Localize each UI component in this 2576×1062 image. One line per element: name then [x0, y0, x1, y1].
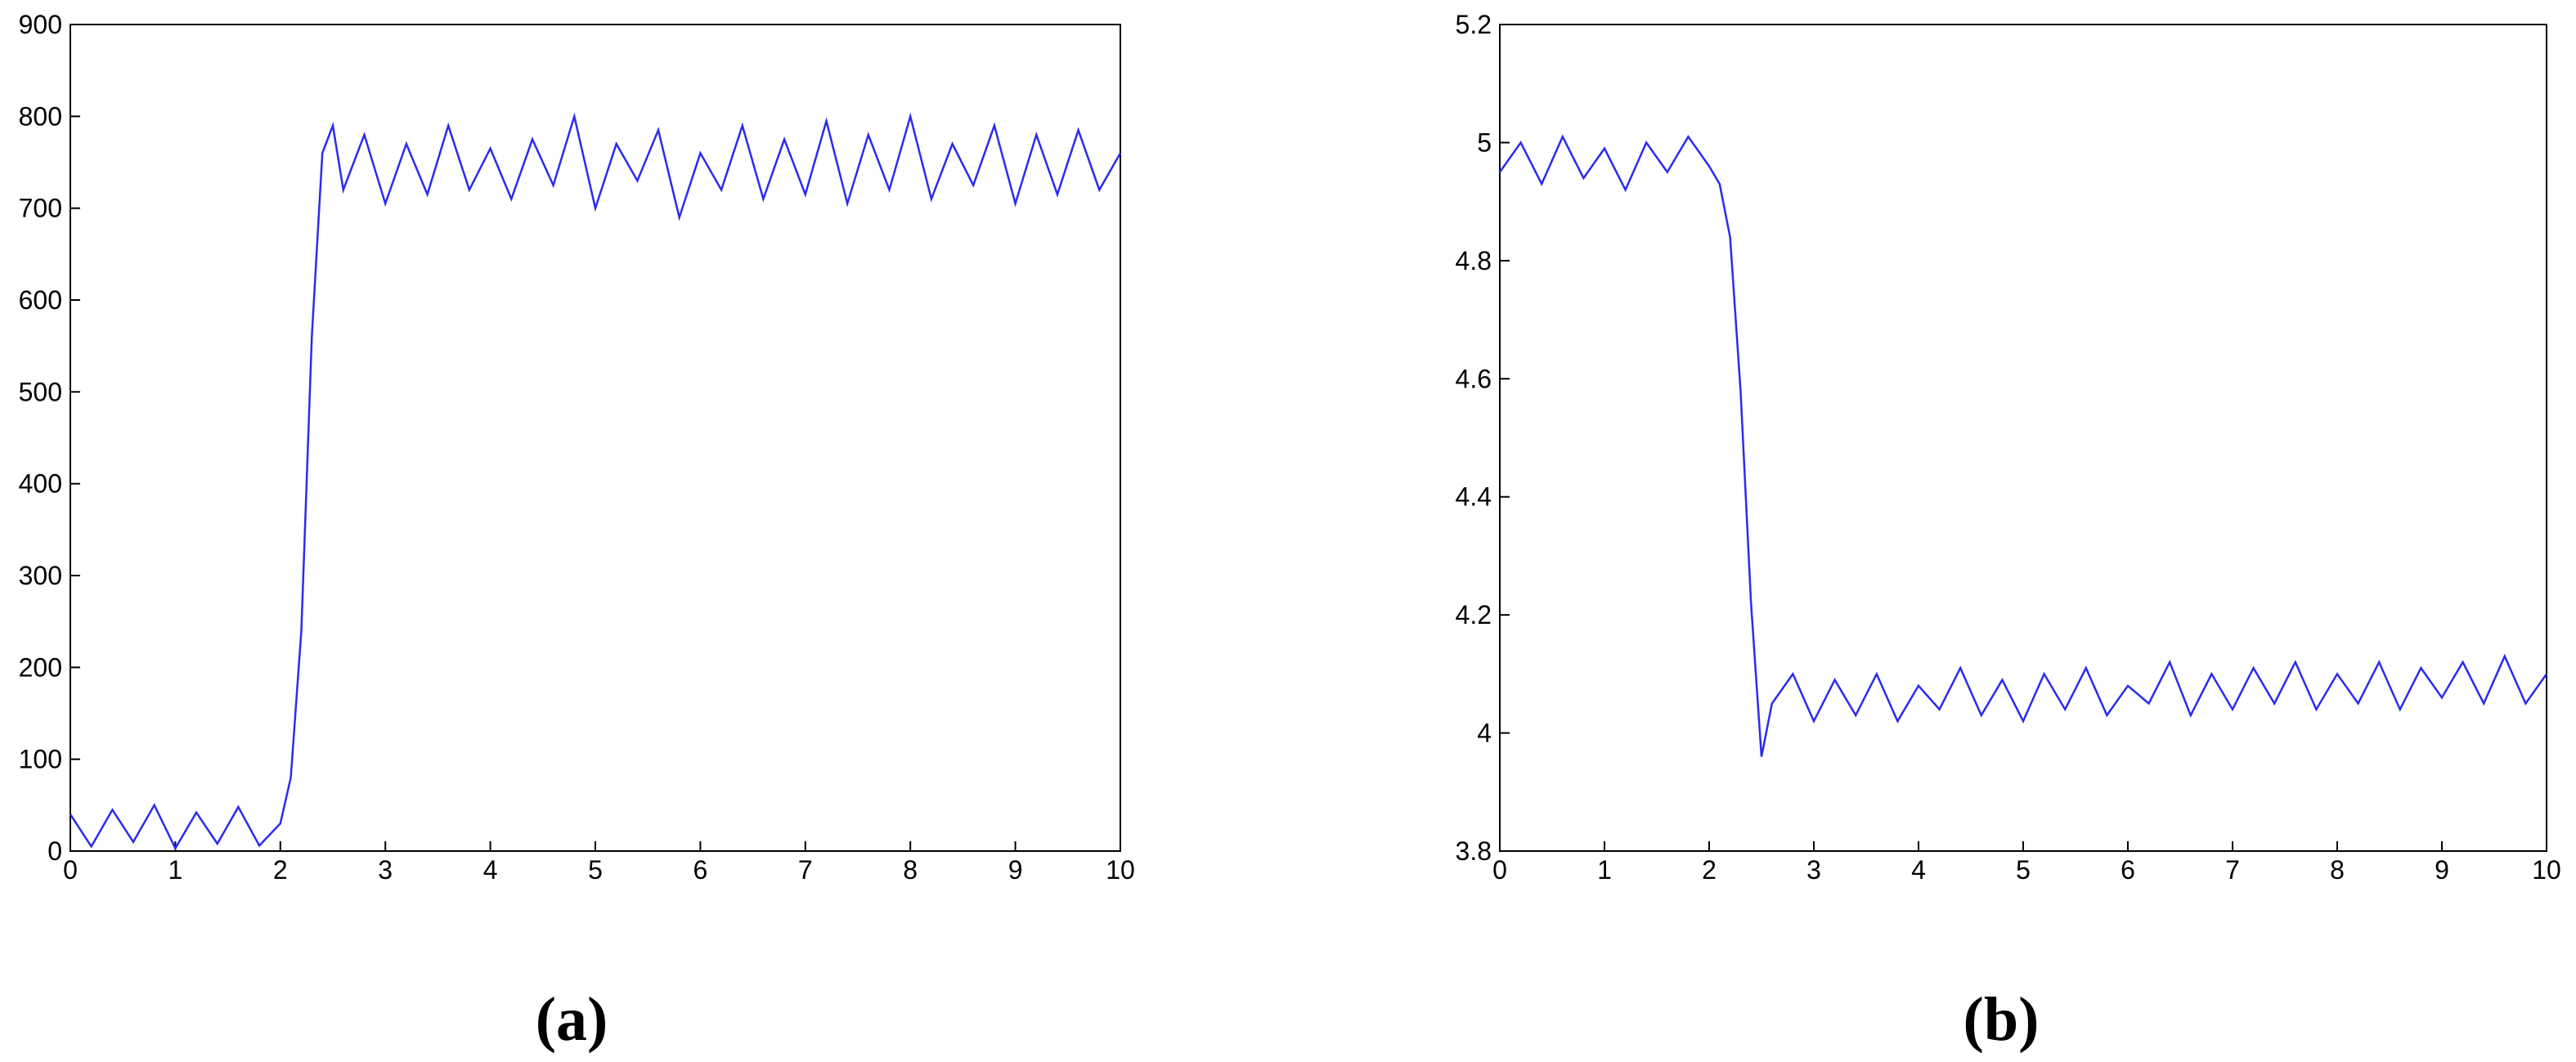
y-tick-label: 700: [19, 194, 62, 223]
plot-area: [70, 24, 1121, 852]
y-tick-label: 900: [19, 10, 62, 39]
y-tick-label: 4.6: [1456, 364, 1492, 393]
x-tick-label: 2: [1702, 855, 1717, 885]
x-tick-label: 10: [2532, 855, 2561, 885]
x-tick-label: 3: [378, 855, 393, 885]
x-tick-label: 5: [588, 855, 603, 885]
y-tick-label: 4: [1477, 719, 1492, 748]
x-tick-label: 4: [483, 855, 498, 885]
x-tick-label: 1: [1597, 855, 1612, 885]
data-line: [69, 112, 1122, 851]
x-tick-label: 8: [2330, 855, 2345, 885]
y-tick-label: 4.2: [1456, 600, 1492, 630]
y-tick-label: 5.2: [1456, 10, 1492, 39]
y-tick-label: 4.4: [1456, 482, 1492, 512]
y-tick-label: 400: [19, 469, 62, 499]
x-tick-label: 6: [693, 855, 708, 885]
x-tick-label: 3: [1806, 855, 1821, 885]
y-tick-label: 0: [47, 836, 62, 866]
x-tick-label: 5: [2016, 855, 2031, 885]
x-tick-label: 7: [798, 855, 813, 885]
y-tick-label: 100: [19, 745, 62, 774]
x-tick-label: 8: [903, 855, 918, 885]
x-tick-label: 2: [273, 855, 288, 885]
y-tick-label: 500: [19, 377, 62, 406]
data-line: [1498, 134, 2548, 757]
y-tick-label: 3.8: [1456, 836, 1492, 866]
y-tick-label: 4.8: [1456, 246, 1492, 276]
x-tick-label: 6: [2120, 855, 2135, 885]
y-tick-label: 800: [19, 101, 62, 131]
panel-label: (b): [1963, 985, 2040, 1054]
x-tick-label: 4: [1911, 855, 1926, 885]
plot-area: [1499, 24, 2547, 852]
x-tick-label: 9: [1008, 855, 1023, 885]
x-tick-label: 1: [168, 855, 183, 885]
x-tick-label: 10: [1106, 855, 1135, 885]
y-tick-label: 300: [19, 561, 62, 590]
y-tick-label: 600: [19, 285, 62, 315]
x-tick-label: 0: [63, 855, 78, 885]
y-tick-label: 200: [19, 652, 62, 682]
x-tick-label: 7: [2225, 855, 2240, 885]
panel-label: (a): [536, 985, 608, 1054]
x-tick-label: 9: [2435, 855, 2449, 885]
x-tick-label: 0: [1492, 855, 1507, 885]
y-tick-label: 5: [1477, 128, 1492, 157]
